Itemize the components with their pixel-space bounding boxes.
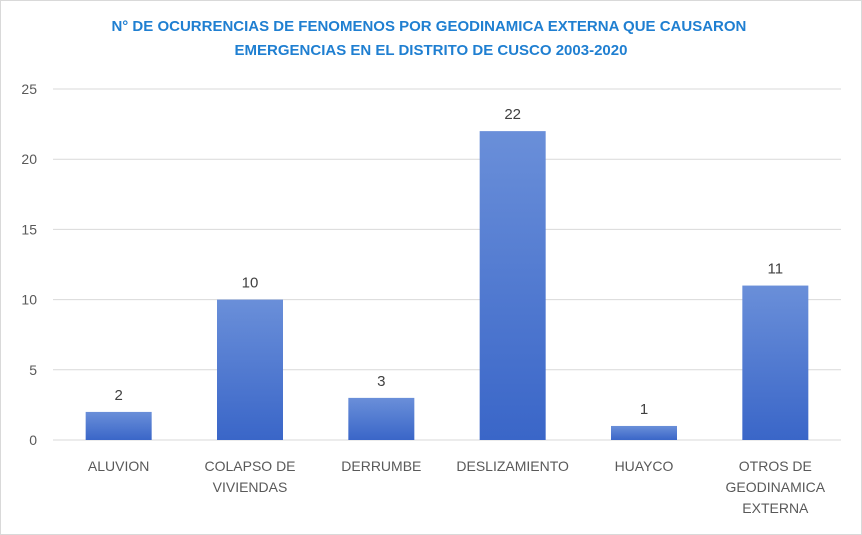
x-tick-label: DERRUMBE (341, 458, 421, 474)
y-axis-ticks: 0 5 10 15 20 25 (21, 81, 37, 448)
data-label: 1 (640, 401, 648, 418)
data-label: 22 (504, 106, 521, 123)
x-tick-label-line: DERRUMBE (341, 458, 421, 474)
data-label: 10 (242, 275, 259, 292)
x-tick-label-line: EXTERNA (742, 500, 809, 516)
y-tick-label: 10 (21, 292, 37, 308)
x-tick-label-line: HUAYCO (615, 458, 674, 474)
x-tick-label-line: VIVIENDAS (213, 479, 288, 495)
x-axis-ticks: ALUVION COLAPSO DE VIVIENDAS DERRUMBE DESLIZ… (88, 458, 826, 516)
x-tick-label: COLAPSO DE VIVIENDAS (204, 458, 295, 495)
bar (479, 131, 546, 440)
data-label: 11 (768, 261, 784, 278)
bar (217, 299, 283, 440)
bar (742, 285, 809, 440)
x-tick-label-line: ALUVION (88, 458, 149, 474)
y-tick-label: 0 (29, 432, 37, 448)
y-tick-label: 15 (21, 221, 37, 237)
x-tick-label: ALUVION (88, 458, 149, 474)
x-tick-label-line: DESLIZAMIENTO (456, 458, 569, 474)
y-tick-label: 25 (21, 81, 37, 97)
x-tick-label: HUAYCO (615, 458, 674, 474)
x-tick-label: DESLIZAMIENTO (456, 458, 569, 474)
data-label: 2 (114, 387, 122, 404)
bar (348, 397, 415, 440)
y-tick-label: 5 (29, 362, 37, 378)
x-tick-label-line: COLAPSO DE (204, 458, 295, 474)
chart-title-line-1: N° DE OCURRENCIAS DE FENOMENOS POR GEODI… (111, 18, 746, 35)
chart-title: N° DE OCURRENCIAS DE FENOMENOS POR GEODI… (111, 18, 750, 59)
x-tick-label: OTROS DE GEODINAMICA EXTERNA (726, 458, 826, 516)
gridlines (53, 88, 841, 441)
bar (85, 411, 152, 440)
x-tick-label-line: GEODINAMICA (726, 479, 826, 495)
x-tick-label-line: OTROS DE (739, 458, 812, 474)
chart-title-line-2: EMERGENCIAS EN EL DISTRITO DE CUSCO 2003… (235, 42, 628, 59)
bar (611, 425, 677, 440)
bars (85, 131, 809, 440)
data-label: 3 (377, 373, 385, 390)
y-tick-label: 20 (21, 151, 37, 167)
